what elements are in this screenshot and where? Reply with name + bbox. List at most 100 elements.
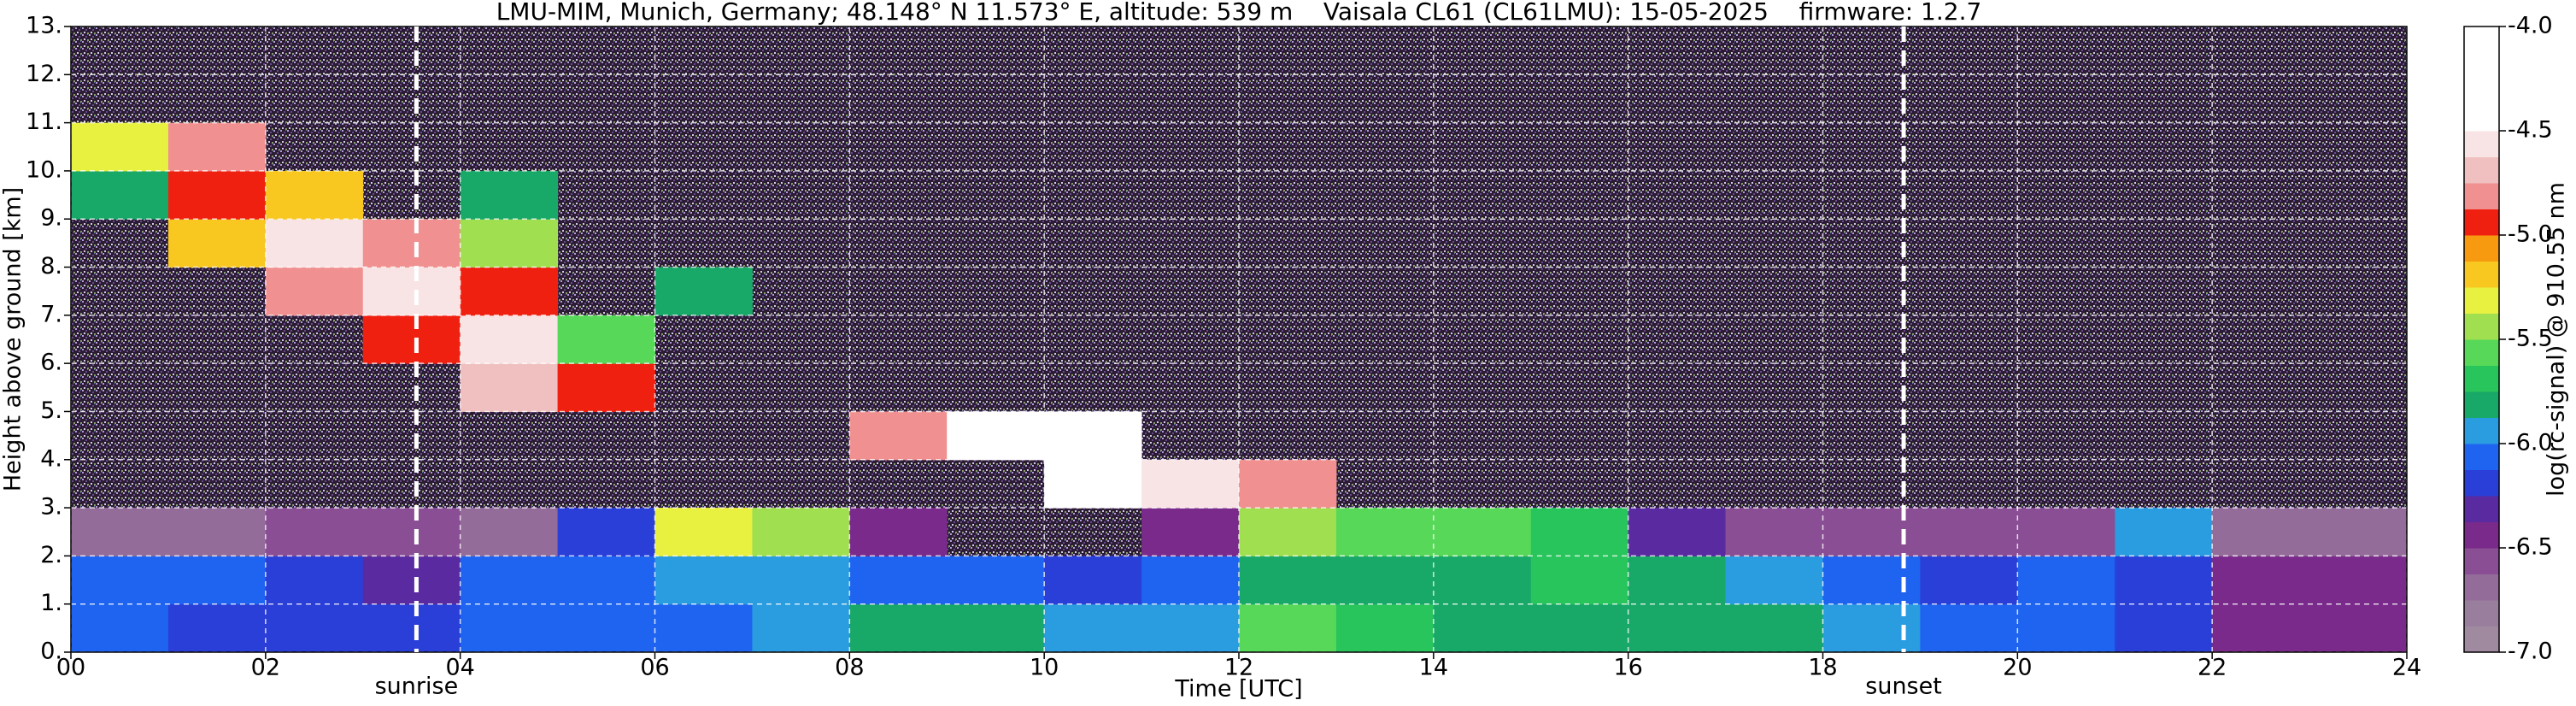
colorbar-band [2464, 209, 2499, 236]
heatmap-cell [460, 219, 559, 268]
annotation-label: sunrise [375, 674, 459, 700]
colorbar-band [2464, 104, 2499, 132]
heatmap-cell [71, 508, 169, 556]
heatmap-cell [265, 508, 364, 556]
heatmap-cell [557, 508, 655, 556]
y-tick-label: 9. [40, 205, 62, 232]
heatmap-cell [557, 315, 655, 364]
heatmap-cell [362, 267, 461, 316]
y-tick-label: 1. [40, 590, 62, 616]
heatmap-cell [1335, 556, 1435, 605]
heatmap-cell [1239, 603, 1337, 653]
x-tick-label: 20 [2003, 655, 2032, 681]
heatmap-cell [2115, 508, 2213, 556]
heatmap-cell [1822, 556, 1921, 605]
x-tick-label: 02 [251, 655, 280, 681]
heatmap-cell [1822, 508, 1921, 556]
heatmap [71, 122, 2408, 653]
heatmap-cell [2017, 603, 2115, 653]
heatmap-cell [1530, 603, 1629, 653]
heatmap-cell [71, 556, 169, 605]
colorbar-band [2464, 52, 2499, 79]
x-tick-label: 14 [1419, 655, 1448, 681]
y-tick-label: 3. [40, 494, 62, 521]
x-tick-label: 18 [1808, 655, 1837, 681]
heatmap-cell [265, 267, 364, 316]
colorbar-tick-label: -5.0 [2508, 221, 2553, 248]
heatmap-cell [460, 267, 559, 316]
heatmap-cell [265, 556, 364, 605]
colorbar-band [2464, 600, 2499, 627]
heatmap-cell [1044, 411, 1142, 461]
heatmap-cell [654, 267, 753, 316]
heatmap-cell [1920, 603, 2018, 653]
y-tick-label: 11. [26, 109, 62, 135]
y-tick-label: 4. [40, 445, 62, 472]
y-tick-label: 12. [26, 61, 62, 87]
heatmap-cell [2309, 508, 2408, 556]
heatmap-cell [947, 603, 1045, 653]
heatmap-cell [460, 170, 559, 220]
heatmap-cell [362, 556, 461, 605]
heatmap-cell [1141, 556, 1240, 605]
heatmap-cell [362, 219, 461, 268]
y-tick-label: 10. [26, 156, 62, 183]
heatmap-cell [1822, 603, 1921, 653]
heatmap-cell [849, 603, 948, 653]
heatmap-cell [71, 603, 169, 653]
heatmap-cell [2017, 508, 2115, 556]
heatmap-cell [167, 122, 267, 172]
heatmap-cell [654, 603, 753, 653]
colorbar-band [2464, 365, 2499, 392]
heatmap-cell [752, 556, 850, 605]
heatmap-cell [1530, 556, 1629, 605]
x-tick-label: 24 [2392, 655, 2421, 681]
heatmap-cell [2309, 603, 2408, 653]
colorbar-tick-label: -4.5 [2508, 117, 2553, 144]
colorbar-band [2464, 548, 2499, 574]
heatmap-cell [752, 508, 850, 556]
colorbar-band [2464, 261, 2499, 288]
heatmap-cell [557, 556, 655, 605]
heatmap-cell [2115, 603, 2213, 653]
colorbar-band [2464, 287, 2499, 314]
heatmap-cell [1141, 603, 1240, 653]
heatmap-cell [1725, 556, 1823, 605]
y-tick-label: 2. [40, 542, 62, 568]
heatmap-cell [460, 556, 559, 605]
heatmap-cell [1335, 508, 1435, 556]
heatmap-cell [654, 508, 753, 556]
heatmap-cell [1628, 508, 1727, 556]
heatmap-cell [71, 122, 169, 172]
colorbar-band [2464, 417, 2499, 444]
heatmap-cell [1141, 508, 1240, 556]
heatmap-cell [1725, 603, 1823, 653]
heatmap-cell [2309, 556, 2408, 605]
x-tick-label: 10 [1030, 655, 1059, 681]
heatmap-cell [557, 603, 655, 653]
y-tick-label: 5. [40, 397, 62, 424]
heatmap-cell [460, 603, 559, 653]
heatmap-cell [362, 315, 461, 364]
colorbar-band [2464, 574, 2499, 601]
heatmap-cell [1628, 556, 1727, 605]
x-tick-label: 22 [2198, 655, 2227, 681]
heatmap-cell [71, 170, 169, 220]
heatmap-cell [1239, 556, 1337, 605]
annotation-label: sunset [1865, 674, 1942, 700]
heatmap-cell [265, 603, 364, 653]
colorbar-band [2464, 156, 2499, 184]
y-tick-label: 6. [40, 350, 62, 376]
x-tick-label: 12 [1224, 655, 1253, 681]
heatmap-cell [654, 556, 753, 605]
colorbar-label: log(rc-signal) @ 910.55 nm [2544, 182, 2570, 497]
colorbar-tick-label: -4.0 [2508, 13, 2553, 39]
heatmap-cell [265, 219, 364, 268]
heatmap-cell [167, 508, 267, 556]
y-tick-label: 8. [40, 253, 62, 279]
heatmap-cell [1433, 508, 1532, 556]
heatmap-cell [947, 411, 1045, 461]
heatmap-cell [1628, 603, 1727, 653]
heatmap-cell [265, 170, 364, 220]
